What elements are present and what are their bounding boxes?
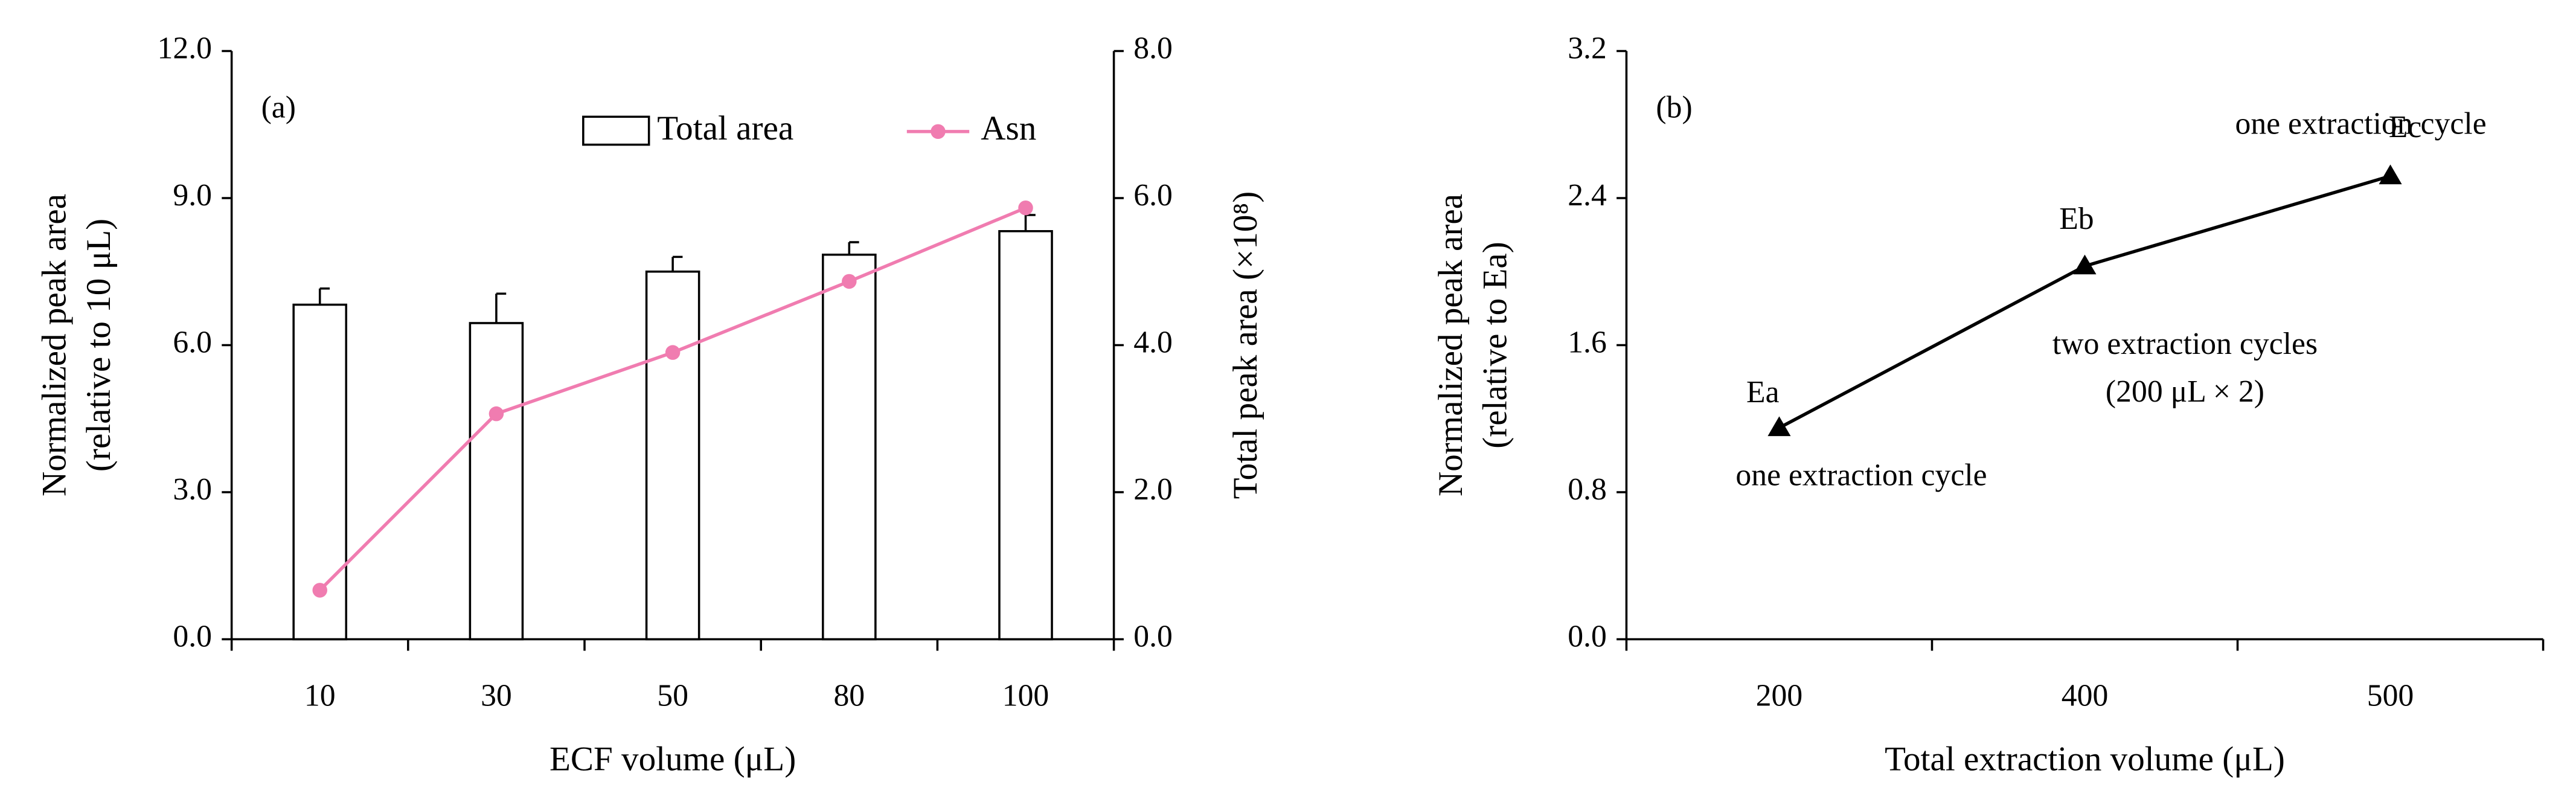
x-tick-label: 10 [304, 678, 336, 713]
bar [998, 230, 1053, 641]
annotation: one extraction cycle [1735, 458, 1987, 493]
legend-marker [931, 124, 946, 140]
annotation: (200 μL × 2) [2106, 374, 2264, 409]
y-axis-label: (relative to 10 μL) [80, 219, 118, 472]
annotation: one extraction cycle [2235, 107, 2487, 141]
y2-axis-label: Total peak area (×10⁸) [1226, 191, 1264, 499]
legend-label: Total area [657, 109, 793, 147]
triangle-marker [2073, 254, 2097, 275]
y-tick-label: 3.0 [173, 472, 212, 507]
bar [822, 253, 877, 641]
x-tick-label: 100 [1002, 678, 1049, 713]
y2-tick-label: 4.0 [1133, 325, 1173, 359]
y-axis-label: (relative to Ea) [1476, 242, 1514, 449]
panel-label: (a) [261, 90, 296, 124]
triangle-marker [1767, 416, 1791, 437]
y2-tick-label: 6.0 [1133, 178, 1173, 213]
point [489, 406, 504, 422]
x-axis-label: ECF volume (μL) [549, 740, 796, 778]
y-tick-label: 2.4 [1568, 178, 1607, 213]
point [842, 274, 857, 289]
bar [645, 270, 700, 641]
y-tick-label: 0.0 [1568, 619, 1607, 653]
x-tick-label: 80 [833, 678, 865, 713]
point [312, 583, 327, 598]
y-tick-label: 12.0 [158, 31, 212, 65]
y-tick-label: 9.0 [173, 178, 212, 213]
legend-label: Asn [981, 109, 1036, 147]
x-tick-label: 50 [657, 678, 688, 713]
annotation: two extraction cycles [2052, 327, 2318, 361]
bar [469, 322, 524, 641]
x-tick-label: 200 [1756, 678, 1803, 713]
y-tick-label: 6.0 [173, 325, 212, 359]
y2-tick-label: 2.0 [1133, 472, 1173, 507]
y-axis-label: Normalized peak area [1432, 194, 1470, 496]
x-axis-label: Total extraction volume (μL) [1885, 740, 2285, 778]
point-label: Ea [1746, 375, 1780, 409]
legend-swatch [582, 115, 650, 146]
y-tick-label: 3.2 [1568, 31, 1607, 65]
y-axis-label: Normalized peak area [35, 194, 73, 496]
y-tick-label: 0.8 [1568, 472, 1607, 507]
x-tick-label: 30 [481, 678, 512, 713]
point [1018, 200, 1033, 216]
point [665, 345, 681, 360]
y-tick-label: 0.0 [173, 619, 212, 653]
point-label: Ec [2389, 110, 2422, 144]
x-tick-label: 500 [2367, 678, 2414, 713]
x-tick-label: 400 [2062, 678, 2109, 713]
triangle-marker [2379, 164, 2402, 185]
y2-tick-label: 8.0 [1133, 31, 1173, 65]
point-label: Eb [2059, 202, 2094, 236]
y-tick-label: 1.6 [1568, 325, 1607, 359]
y2-tick-label: 0.0 [1133, 619, 1173, 653]
panel-label: (b) [1656, 90, 1692, 124]
